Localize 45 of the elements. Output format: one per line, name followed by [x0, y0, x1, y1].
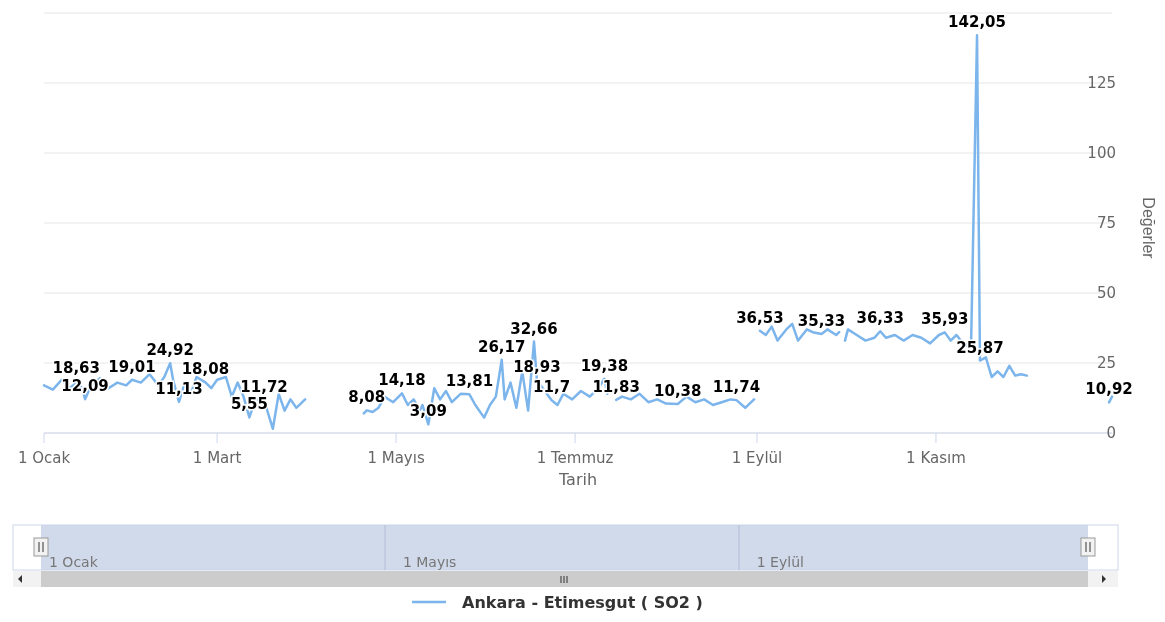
- data-label: 11,83: [592, 377, 640, 396]
- data-label: 8,08: [348, 388, 386, 407]
- text: 1 Ocak: [49, 554, 99, 570]
- y-tick-label: 50: [1096, 284, 1116, 303]
- data-label: 32,66: [510, 319, 558, 338]
- x-tick-label: 1 Eylül: [731, 449, 783, 467]
- x-tick-label: 1 Temmuz: [536, 449, 614, 467]
- y-tick-label: 0: [1106, 424, 1116, 443]
- x-tick-label: 1 Ocak: [17, 449, 71, 467]
- data-label: 19,38: [580, 356, 629, 375]
- data-label: 35,93: [921, 310, 969, 329]
- data-label: 18,93: [513, 358, 561, 376]
- data-label: 14,18: [378, 371, 426, 390]
- data-label: 35,33: [797, 312, 846, 331]
- data-label: 11,72: [240, 378, 288, 397]
- text: 1 Eylül: [756, 554, 804, 570]
- data-label: 5,55: [230, 395, 268, 414]
- y-tick-label: 100: [1087, 144, 1116, 163]
- data-label: 12,09: [61, 377, 109, 396]
- data-label: 11,74: [712, 378, 761, 397]
- data-label: 36,33: [856, 309, 904, 328]
- data-label: 25,87: [956, 338, 1004, 357]
- y-axis-title: Değerler: [1140, 197, 1157, 260]
- y-tick-label: 75: [1096, 214, 1116, 233]
- data-label: 3,09: [409, 402, 447, 421]
- data-label: 11,13: [155, 379, 203, 398]
- data-label: 26,17: [477, 337, 526, 356]
- data-label: 10,38: [654, 381, 702, 400]
- data-label: 19,01: [108, 357, 156, 376]
- data-label: 10,92: [1085, 380, 1133, 399]
- data-label: 13,81: [445, 372, 494, 391]
- y-tick-label: 125: [1087, 74, 1116, 93]
- text: 1 Mayıs: [402, 554, 457, 570]
- data-label: 11,7: [533, 378, 571, 397]
- data-label: 142,05: [948, 13, 1006, 32]
- x-tick-label: 1 Mart: [192, 449, 242, 467]
- data-label: 18,63: [52, 358, 100, 377]
- data-label: 18,08: [181, 360, 230, 379]
- x-tick-label: 1 Kasım: [906, 449, 966, 467]
- y-tick-label: 25: [1096, 354, 1116, 373]
- x-axis-title: Tarih: [557, 470, 598, 489]
- data-label: 24,92: [146, 341, 194, 360]
- legend-label: Ankara - Etimesgut ( SO2 ): [462, 593, 703, 612]
- x-tick-label: 1 Mayıs: [367, 449, 425, 467]
- data-label: 36,53: [736, 308, 784, 327]
